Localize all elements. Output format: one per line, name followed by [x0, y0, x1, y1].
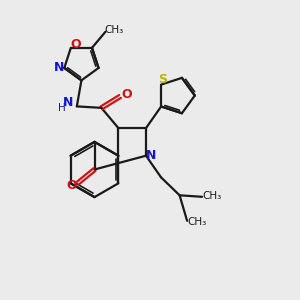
Text: H: H	[58, 103, 66, 113]
Text: S: S	[158, 73, 167, 86]
Text: N: N	[54, 61, 64, 74]
Text: O: O	[66, 179, 77, 192]
Text: O: O	[70, 38, 81, 51]
Text: O: O	[121, 88, 132, 100]
Text: N: N	[63, 96, 74, 109]
Text: N: N	[146, 149, 157, 162]
Text: CH₃: CH₃	[104, 25, 124, 35]
Text: CH₃: CH₃	[202, 191, 222, 201]
Text: CH₃: CH₃	[188, 217, 207, 227]
